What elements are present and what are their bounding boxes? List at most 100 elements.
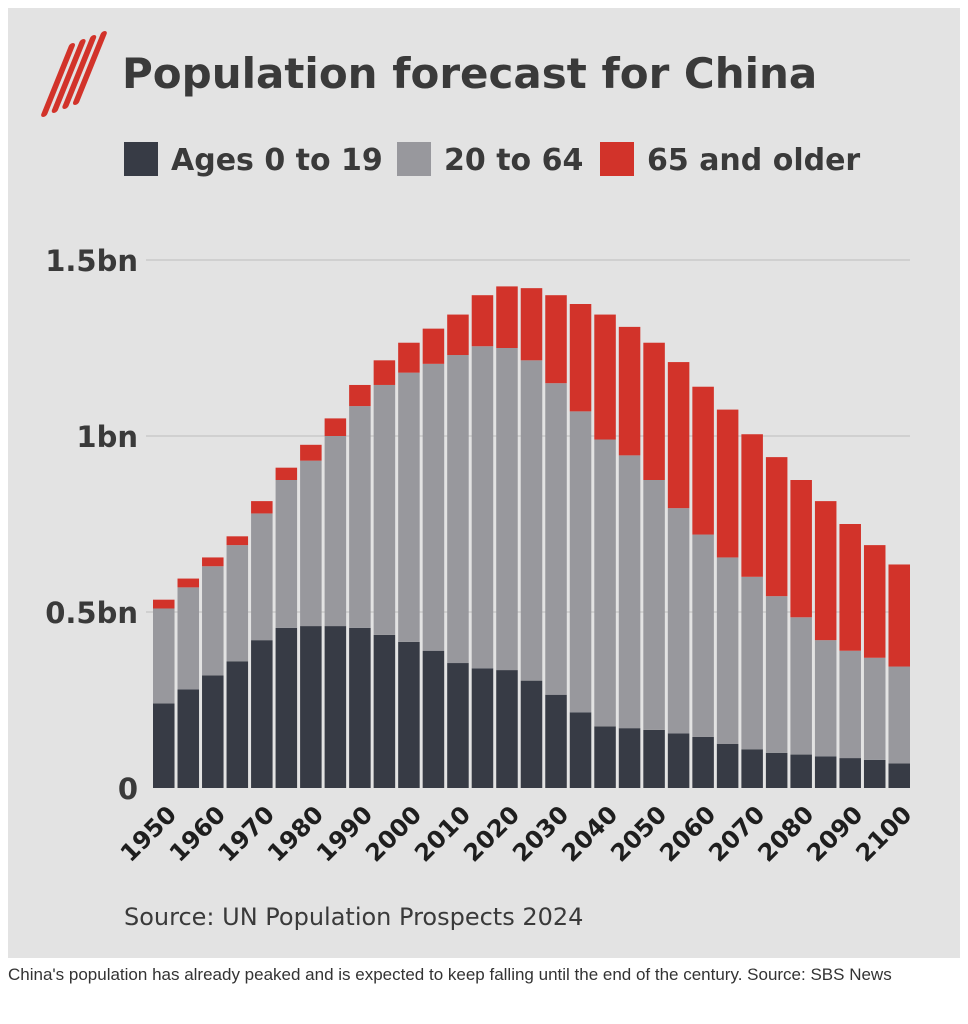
bar-ages-0-to-19-1950 [153, 703, 175, 788]
bar-20-to-64-2020 [496, 348, 518, 671]
legend-label: 20 to 64 [444, 143, 583, 178]
bar-20-to-64-2095 [863, 657, 886, 760]
bar-ages-0-to-19-2020 [496, 670, 518, 788]
bar-ages-0-to-19-2060 [692, 736, 714, 788]
bar-20-to-64-2070 [741, 576, 763, 750]
bar-65-and-older-1975 [275, 467, 298, 480]
bar-ages-0-to-19-2065 [716, 744, 739, 788]
bar-20-to-64-2080 [790, 617, 812, 755]
bar-65-and-older-2050 [643, 342, 665, 480]
bar-65-and-older-2085 [814, 501, 837, 641]
bar-ages-0-to-19-2005 [422, 650, 445, 788]
bar-ages-0-to-19-2040 [594, 726, 616, 788]
y-tick-label: 1bn [76, 420, 138, 454]
bar-65-and-older-1970 [251, 501, 273, 514]
bar-65-and-older-1955 [177, 578, 200, 588]
bar-ages-0-to-19-1960 [202, 675, 224, 788]
x-tick-label: 2070 [703, 800, 770, 867]
y-tick-label: 0.5bn [45, 596, 138, 630]
bar-ages-0-to-19-2035 [569, 712, 592, 788]
bar-20-to-64-2045 [618, 455, 641, 729]
x-tick-label: 2010 [409, 800, 476, 867]
x-tick-label: 2100 [850, 800, 917, 867]
chart-canvas: Population forecast for China Ages 0 to … [41, 31, 918, 931]
bar-20-to-64-2030 [545, 383, 567, 695]
bar-65-and-older-1980 [300, 444, 322, 461]
bar-ages-0-to-19-2050 [643, 729, 665, 788]
chart-title: Population forecast for China [122, 49, 817, 98]
chart-card: Population forecast for China Ages 0 to … [8, 8, 960, 958]
bar-65-and-older-2000 [398, 342, 420, 373]
bar-20-to-64-1960 [202, 566, 224, 676]
bar-20-to-64-2025 [520, 360, 543, 681]
x-axis: 1950196019701980199020002010202020302040… [115, 800, 918, 867]
bar-65-and-older-2075 [765, 457, 788, 597]
bar-20-to-64-2005 [422, 363, 445, 651]
sbs-logo-icon [41, 31, 107, 117]
bar-20-to-64-1975 [275, 480, 298, 628]
bar-65-and-older-1965 [226, 536, 249, 546]
bar-65-and-older-2015 [471, 295, 494, 347]
bar-ages-0-to-19-2045 [618, 728, 641, 788]
x-tick-label: 2080 [752, 800, 819, 867]
bar-65-and-older-2080 [790, 480, 812, 618]
source-note: Source: UN Population Prospects 2024 [124, 903, 583, 931]
bar-65-and-older-1990 [349, 384, 371, 407]
x-tick-label: 1960 [164, 800, 231, 867]
x-tick-label: 2050 [605, 800, 672, 867]
bar-ages-0-to-19-1965 [226, 661, 249, 788]
bar-20-to-64-1990 [349, 406, 371, 628]
bar-20-to-64-2035 [569, 411, 592, 713]
bar-65-and-older-2035 [569, 304, 592, 412]
bar-20-to-64-1985 [324, 436, 347, 627]
bar-ages-0-to-19-1990 [349, 627, 371, 788]
bar-65-and-older-2060 [692, 386, 714, 535]
bar-ages-0-to-19-2025 [520, 680, 543, 788]
bar-65-and-older-2095 [863, 545, 886, 658]
bar-ages-0-to-19-1955 [177, 689, 200, 788]
x-tick-label: 2020 [458, 800, 525, 867]
bar-65-and-older-2020 [496, 286, 518, 348]
bar-ages-0-to-19-2080 [790, 754, 812, 788]
bar-20-to-64-2015 [471, 346, 494, 669]
bar-65-and-older-2030 [545, 295, 567, 384]
bar-20-to-64-1955 [177, 587, 200, 690]
bar-ages-0-to-19-1980 [300, 626, 322, 788]
bar-ages-0-to-19-2070 [741, 749, 763, 788]
bar-ages-0-to-19-1995 [373, 634, 396, 788]
chart-legend: Ages 0 to 19 20 to 64 65 and older [124, 142, 860, 178]
y-axis: 0 0.5bn 1bn 1.5bn [45, 244, 138, 806]
legend-label: Ages 0 to 19 [171, 143, 383, 178]
bar-ages-0-to-19-1970 [251, 640, 273, 788]
bar-20-to-64-1950 [153, 608, 175, 704]
bar-20-to-64-2100 [888, 666, 910, 764]
bar-65-and-older-2090 [839, 524, 861, 651]
legend-swatch [600, 142, 634, 176]
bar-65-and-older-2055 [667, 362, 690, 509]
bar-ages-0-to-19-1985 [324, 626, 347, 788]
bar-65-and-older-2040 [594, 314, 616, 440]
legend-label: 65 and older [647, 143, 860, 178]
x-tick-label: 1970 [213, 800, 280, 867]
y-tick-label: 0 [118, 772, 138, 806]
bar-20-to-64-1995 [373, 384, 396, 635]
x-tick-label: 2060 [654, 800, 721, 867]
bar-65-and-older-2070 [741, 434, 763, 577]
bar-ages-0-to-19-2100 [888, 763, 910, 788]
bar-20-to-64-2055 [667, 508, 690, 734]
bar-ages-0-to-19-2015 [471, 668, 494, 788]
bar-65-and-older-2100 [888, 564, 910, 667]
bar-ages-0-to-19-2085 [814, 756, 837, 788]
bar-65-and-older-1950 [153, 599, 175, 609]
x-tick-label: 1950 [115, 800, 182, 867]
bar-ages-0-to-19-2000 [398, 641, 420, 788]
bar-ages-0-to-19-2090 [839, 758, 861, 788]
bar-20-to-64-2075 [765, 596, 788, 753]
bar-ages-0-to-19-2095 [863, 759, 886, 788]
bar-65-and-older-1995 [373, 360, 396, 385]
x-tick-label: 2090 [801, 800, 868, 867]
image-caption: China's population has already peaked an… [8, 965, 892, 984]
bar-20-to-64-1980 [300, 460, 322, 627]
bar-20-to-64-2010 [447, 355, 469, 664]
bar-65-and-older-2045 [618, 326, 641, 456]
